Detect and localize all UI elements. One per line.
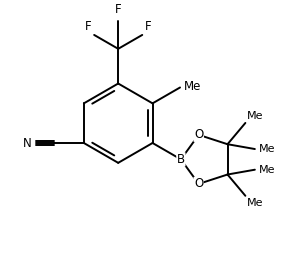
Text: F: F	[145, 20, 152, 33]
Text: Me: Me	[247, 111, 264, 121]
Text: Me: Me	[259, 144, 275, 154]
Text: O: O	[194, 128, 203, 141]
Text: B: B	[177, 153, 185, 166]
Text: Me: Me	[247, 198, 264, 208]
Text: Me: Me	[184, 80, 201, 93]
Text: F: F	[115, 3, 122, 16]
Text: Me: Me	[259, 165, 275, 175]
Text: O: O	[194, 177, 203, 190]
Text: N: N	[22, 136, 31, 149]
Text: F: F	[85, 20, 91, 33]
